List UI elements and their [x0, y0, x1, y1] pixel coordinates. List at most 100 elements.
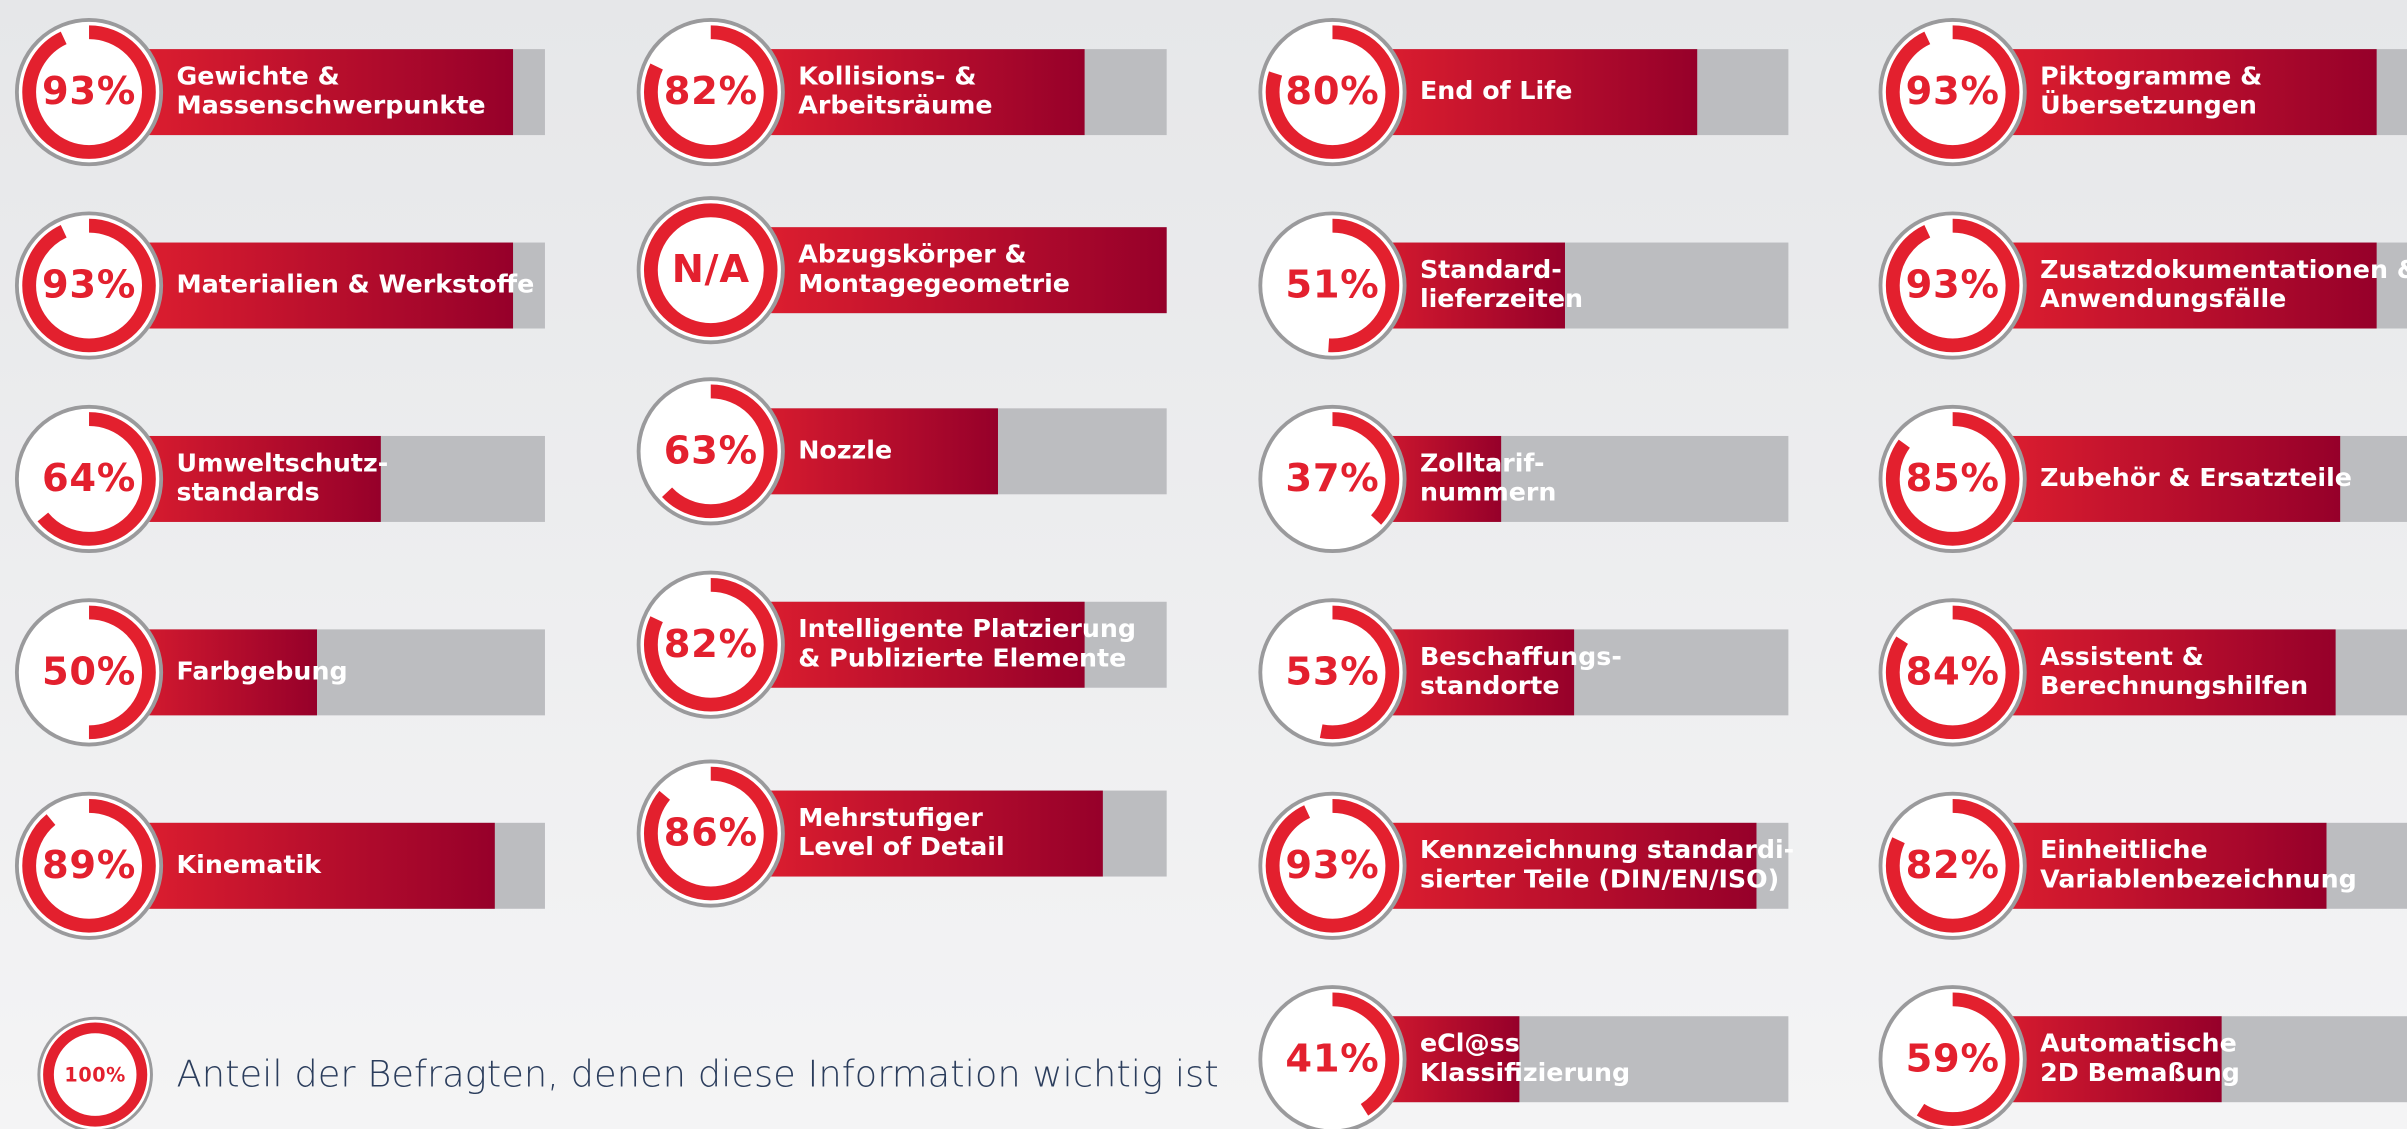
legend-text: Anteil der Befragten, denen diese Inform… — [177, 1053, 1219, 1096]
category-label: Piktogramme & — [2040, 61, 2262, 91]
category-label: Standard- — [1420, 254, 1562, 284]
ring-arc — [643, 577, 778, 712]
content: 93% Gewichte &Massenschwerpunkte 93% Materi… — [14, 18, 2407, 1129]
ring-bg — [1878, 985, 2027, 1129]
category-label: standorte — [1420, 670, 1560, 700]
ring-arc — [1265, 218, 1400, 353]
category-label: Automatische — [2040, 1028, 2237, 1058]
category-label: Materialien & Werkstoffe — [177, 269, 535, 299]
ring-arc — [643, 766, 778, 901]
ring-bg — [636, 196, 785, 345]
item: 80% End of Life — [1258, 18, 1789, 167]
category-label: Umweltschutz- — [177, 447, 389, 477]
value-label: N/A — [672, 247, 750, 292]
category-label: Mehrstufiger — [798, 802, 983, 832]
value-label: 93% — [42, 263, 136, 308]
category-label: Übersetzungen — [2040, 90, 2257, 120]
item: 82% Intelligente Platzierung& Publizierte… — [636, 570, 1167, 719]
ring-arc — [22, 218, 156, 353]
ring-arc — [1265, 605, 1400, 740]
ring-arc — [1265, 992, 1400, 1126]
category-label: Beschaffungs- — [1420, 641, 1622, 671]
value-label: 80% — [1285, 69, 1379, 114]
ring-arc — [1885, 25, 2020, 159]
ring-bg — [1878, 211, 2027, 360]
item: 85% Zubehör & Ersatzteile — [1878, 404, 2407, 554]
ring-bg — [14, 598, 164, 747]
ring-arc — [1265, 412, 1400, 546]
ring-arc — [1265, 25, 1400, 159]
category-label: Intelligente Platzierung — [798, 613, 1136, 643]
ring-arc — [1885, 218, 2020, 353]
category-label: 2D Bemaßung — [2040, 1057, 2240, 1087]
bar-na — [710, 227, 1167, 314]
legend: 100% Anteil der Befragten, denen diese In… — [37, 1016, 1219, 1129]
ring-bg — [1258, 791, 1407, 940]
ring-bg — [636, 759, 785, 908]
ring-bg — [636, 377, 785, 526]
ring-arc — [22, 412, 156, 546]
category-label: Klassifizierung — [1420, 1057, 1630, 1087]
item: 50% Farbgebung — [14, 598, 545, 747]
category-label: Assistent & — [2040, 641, 2204, 671]
category-label: Abzugskörper & — [798, 239, 1026, 269]
ring-arc — [1885, 799, 2020, 933]
category-label: & Publizierte Elemente — [798, 642, 1126, 672]
category-label: Zubehör & Ersatzteile — [2040, 462, 2352, 492]
value-label: 50% — [42, 649, 136, 694]
value-label: 82% — [1906, 843, 2000, 888]
value-label: 93% — [1285, 843, 1379, 888]
ring-arc — [643, 384, 778, 519]
value-label: 86% — [664, 811, 758, 856]
category-label: Farbgebung — [177, 655, 348, 685]
item: 93% Piktogramme &Übersetzungen — [1878, 18, 2407, 167]
category-label: standards — [177, 477, 320, 507]
ring-arc — [1885, 992, 2020, 1126]
ring-bg — [1258, 211, 1407, 360]
category-label: Zusatzdokumentationen & — [2040, 254, 2407, 284]
ring-bg — [636, 18, 785, 167]
item: 93% Kennzeichnung standardi-sierter Teile… — [1258, 791, 1794, 940]
item: 84% Assistent &Berechnungshilfen — [1878, 598, 2407, 747]
value-label: 37% — [1285, 456, 1379, 501]
category-label: lieferzeiten — [1420, 283, 1583, 313]
category-label: Einheitliche — [2040, 834, 2208, 864]
ring-bg — [1258, 18, 1407, 167]
category-label: Kollisions- & — [798, 61, 976, 91]
ring-arc — [643, 25, 778, 159]
item: 82% Kollisions- &Arbeitsräume — [636, 18, 1167, 167]
ring-bg — [14, 791, 164, 940]
value-label: 59% — [1906, 1036, 2000, 1081]
ring-arc — [43, 1022, 148, 1127]
item: 37% Zolltarif-nummern — [1258, 404, 1789, 554]
item: 89% Kinematik — [14, 791, 545, 940]
category-label: Variablenbezeichnung — [2040, 863, 2357, 893]
category-label: Kennzeichnung standardi- — [1420, 834, 1794, 864]
value-label: 93% — [1906, 263, 2000, 308]
item: 51% Standard-lieferzeiten — [1258, 211, 1789, 360]
ring-arc — [1265, 799, 1400, 933]
value-label: 93% — [1906, 69, 2000, 114]
value-label: 53% — [1285, 649, 1379, 694]
category-label: Kinematik — [177, 849, 323, 879]
value-label: 82% — [664, 622, 758, 667]
category-label: End of Life — [1420, 75, 1572, 105]
ring-bg — [1878, 598, 2027, 747]
value-label: 51% — [1285, 263, 1379, 308]
value-label: 89% — [42, 843, 136, 888]
item: N/A Abzugskörper &Montagegeometrie — [636, 196, 1167, 345]
value-label: 84% — [1906, 649, 2000, 694]
category-label: Berechnungshilfen — [2040, 670, 2308, 700]
ring-arc — [22, 25, 156, 159]
category-label: Massenschwerpunkte — [177, 90, 486, 120]
value-label: 93% — [42, 69, 136, 114]
ring-bg — [14, 404, 164, 554]
ring-bg — [14, 18, 164, 167]
category-label: Arbeitsräume — [798, 90, 992, 120]
item: 93% Gewichte &Massenschwerpunkte — [14, 18, 545, 167]
